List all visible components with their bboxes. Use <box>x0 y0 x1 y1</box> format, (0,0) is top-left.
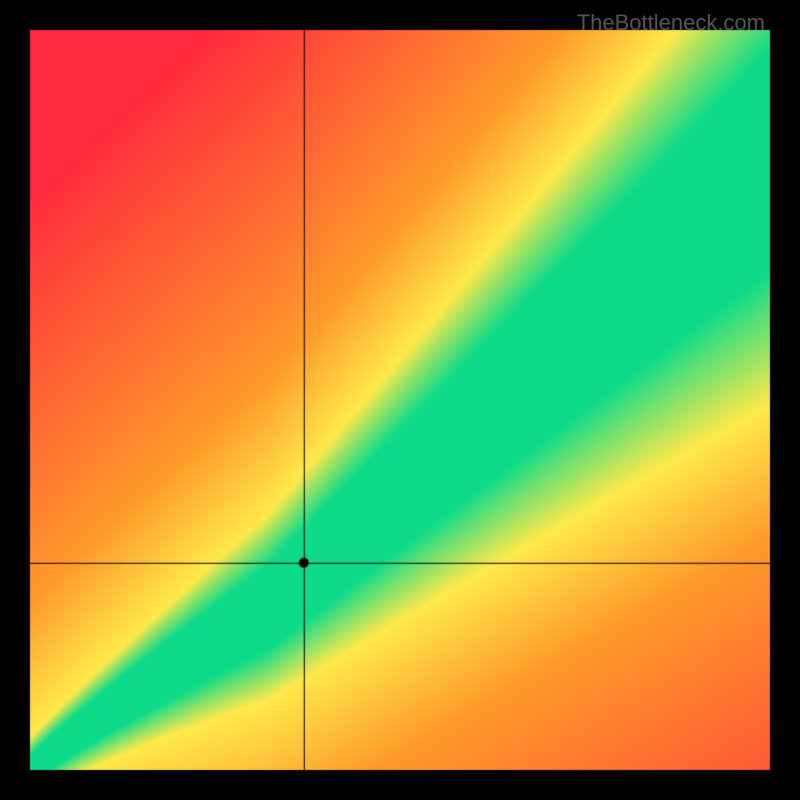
watermark-text: TheBottleneck.com <box>577 10 765 36</box>
chart-container: TheBottleneck.com <box>0 0 800 800</box>
bottleneck-heatmap-canvas <box>0 0 800 800</box>
